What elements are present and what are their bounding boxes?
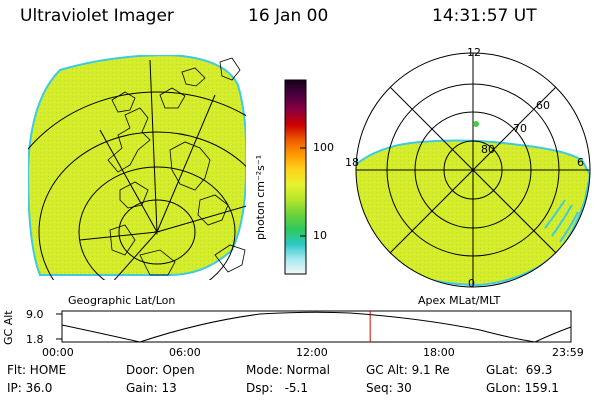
timeline-plot	[56, 310, 572, 343]
time-label: 14:31:57 UT	[432, 6, 537, 26]
timeline-xtick-1800: 18:00	[423, 346, 455, 359]
instrument-title: Ultraviolet Imager	[20, 6, 174, 26]
aurora-arc-1	[544, 199, 566, 229]
colorbar	[284, 79, 307, 275]
green-spot	[473, 121, 479, 127]
mlt-label-6: 6	[577, 156, 584, 169]
timeline-xtick-1200: 12:00	[296, 346, 328, 359]
mlt-label-18: 18	[345, 156, 359, 169]
lat-label-80: 80	[481, 143, 495, 156]
timeline-frame	[61, 310, 572, 343]
info-flight: Flt: HOME	[7, 363, 67, 377]
info-gain: Gain: 13	[126, 381, 177, 395]
colorbar-gradient	[284, 79, 307, 275]
timeline-ylabel: GC Alt	[2, 310, 15, 345]
lat-lon-grid	[28, 59, 246, 280]
info-door: Door: Open	[126, 363, 195, 377]
coastlines	[107, 57, 246, 276]
aurora-image-left	[28, 55, 246, 276]
info-glon: GLon: 159.1	[486, 381, 559, 395]
colorbar-label-10: 10	[313, 229, 327, 242]
pole-marker: +	[153, 228, 161, 238]
polar-diagonal-2	[389, 86, 557, 254]
altitude-curve	[61, 311, 572, 343]
timeline-xtick-0000: 00:00	[42, 346, 74, 359]
geographic-panel	[28, 55, 246, 280]
timeline-xtick-2359: 23:59	[552, 346, 584, 359]
aurora-arc-3	[559, 211, 579, 243]
mlt-label-0: 0	[468, 277, 475, 290]
mlt-label-12: 12	[467, 46, 481, 59]
timeline-ytick-label-1: 1.8	[26, 333, 44, 346]
timeline-xtick-0600: 06:00	[169, 346, 201, 359]
left-panel-label: Geographic Lat/Lon	[68, 294, 176, 307]
timeline-ytick-label-9: 9.0	[26, 308, 44, 321]
colorbar-unit-label: photon cm⁻²s⁻¹	[254, 154, 267, 240]
info-seq: Seq: 30	[366, 381, 412, 395]
info-mode: Mode: Normal	[246, 363, 330, 377]
date-label: 16 Jan 00	[248, 6, 329, 26]
info-dsp: Dsp: -5.1	[246, 381, 309, 395]
aurora-arc-2	[551, 204, 573, 237]
colorbar-label-100: 100	[313, 141, 334, 154]
right-panel-label: Apex MLat/MLT	[418, 294, 501, 307]
lat-label-70: 70	[513, 122, 527, 135]
polar-panel	[355, 52, 591, 288]
info-glat: GLat: 69.3	[486, 363, 553, 377]
info-gc-alt: GC Alt: 9.1 Re	[366, 363, 450, 377]
info-ip: IP: 36.0	[7, 381, 53, 395]
lat-label-60: 60	[536, 99, 550, 112]
